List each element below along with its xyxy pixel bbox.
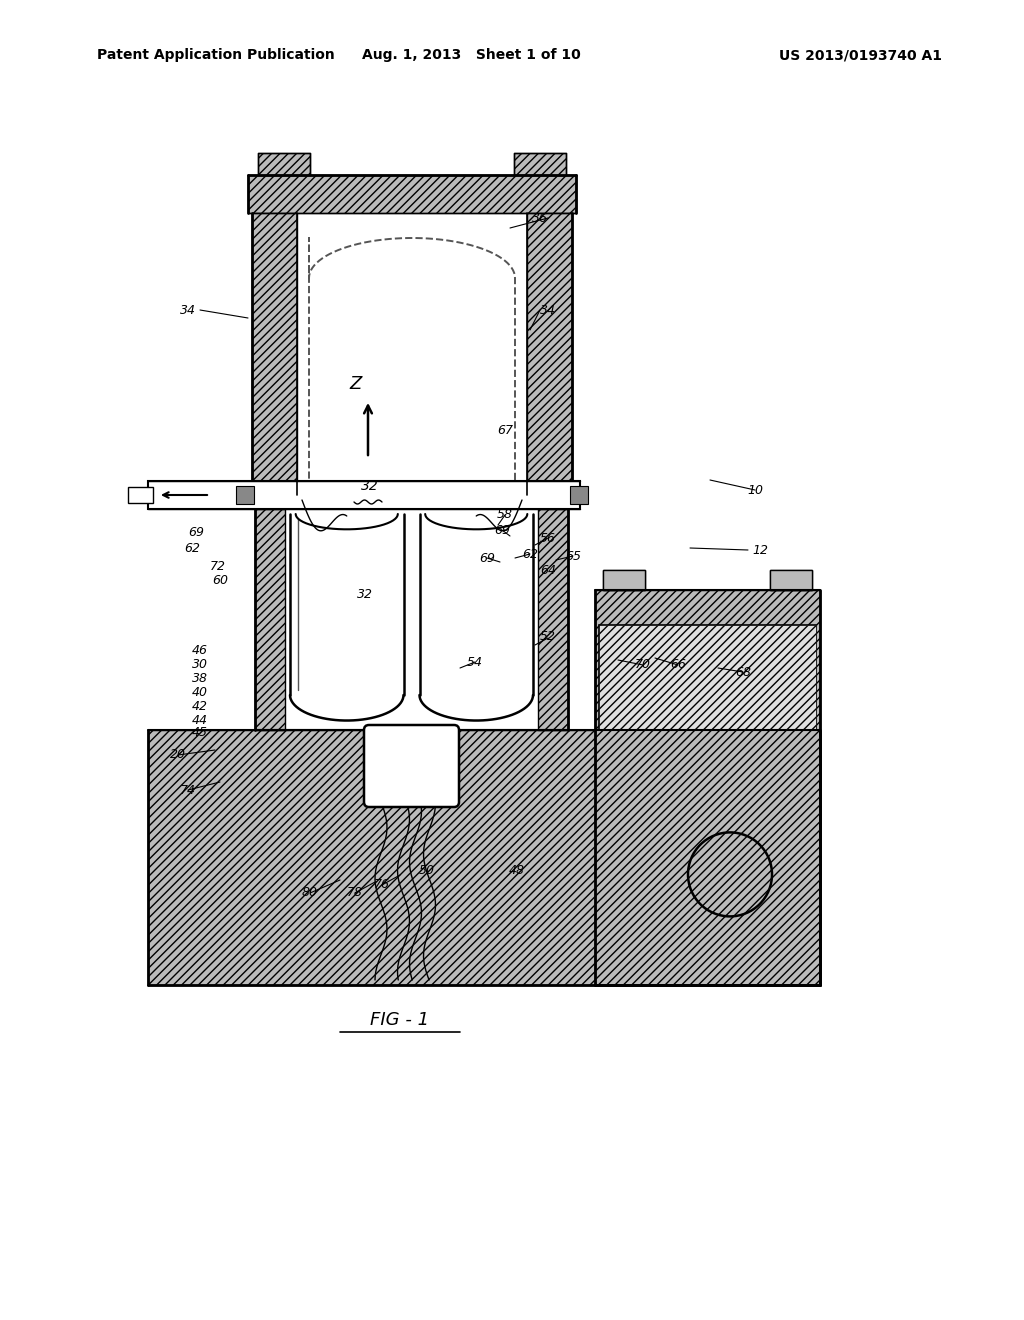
Text: 62: 62 <box>184 541 200 554</box>
Bar <box>236 486 254 504</box>
Bar <box>255 510 285 730</box>
Text: 20: 20 <box>170 748 186 762</box>
Text: 52: 52 <box>540 630 556 643</box>
Text: 67: 67 <box>497 424 513 437</box>
Text: 36: 36 <box>532 211 548 224</box>
Text: 34: 34 <box>180 304 196 317</box>
Bar <box>258 153 310 176</box>
Text: FIG - 1: FIG - 1 <box>371 1011 429 1030</box>
Text: 45: 45 <box>193 726 208 739</box>
Text: 50: 50 <box>419 863 435 876</box>
Bar <box>599 624 816 730</box>
Text: 66: 66 <box>670 659 686 672</box>
Bar <box>514 153 566 176</box>
Text: 70: 70 <box>635 659 651 672</box>
Text: 38: 38 <box>193 672 208 685</box>
Bar <box>770 570 812 590</box>
Text: 54: 54 <box>467 656 483 668</box>
Text: Aug. 1, 2013   Sheet 1 of 10: Aug. 1, 2013 Sheet 1 of 10 <box>361 49 581 62</box>
Text: 60: 60 <box>212 573 228 586</box>
Text: 74: 74 <box>180 784 196 796</box>
Text: 48: 48 <box>509 863 525 876</box>
Text: 69: 69 <box>494 524 510 536</box>
Text: 69: 69 <box>479 552 495 565</box>
Bar <box>770 570 812 590</box>
Text: 30: 30 <box>193 659 208 672</box>
Text: 56: 56 <box>540 532 556 544</box>
Bar <box>595 590 820 985</box>
Bar <box>252 213 297 495</box>
Text: Patent Application Publication: Patent Application Publication <box>97 49 335 62</box>
Bar <box>603 570 645 590</box>
Text: 40: 40 <box>193 685 208 698</box>
Text: Z: Z <box>350 375 362 393</box>
Text: 69: 69 <box>188 525 204 539</box>
Text: 80: 80 <box>302 887 318 899</box>
Text: 10: 10 <box>746 483 763 496</box>
Bar <box>599 624 816 730</box>
Text: 46: 46 <box>193 644 208 657</box>
FancyBboxPatch shape <box>364 725 459 807</box>
Bar <box>148 480 580 510</box>
Text: 62: 62 <box>522 548 538 561</box>
Text: 32: 32 <box>357 589 373 602</box>
Bar <box>603 570 645 590</box>
Bar <box>128 487 153 503</box>
Text: 12: 12 <box>752 544 768 557</box>
Text: US 2013/0193740 A1: US 2013/0193740 A1 <box>778 49 942 62</box>
Text: 64: 64 <box>540 564 556 577</box>
Bar <box>527 213 572 495</box>
Text: 34: 34 <box>540 304 556 317</box>
Text: 78: 78 <box>347 887 362 899</box>
Text: 65: 65 <box>565 549 581 562</box>
Bar <box>538 510 568 730</box>
Bar <box>148 730 820 985</box>
Text: 58: 58 <box>497 508 513 521</box>
Text: 76: 76 <box>374 879 390 891</box>
Text: 44: 44 <box>193 714 208 726</box>
Text: 72: 72 <box>210 561 226 573</box>
Text: 32: 32 <box>361 479 379 492</box>
Bar <box>570 486 588 504</box>
Text: 68: 68 <box>735 665 751 678</box>
Text: 42: 42 <box>193 700 208 713</box>
Bar <box>248 176 575 213</box>
